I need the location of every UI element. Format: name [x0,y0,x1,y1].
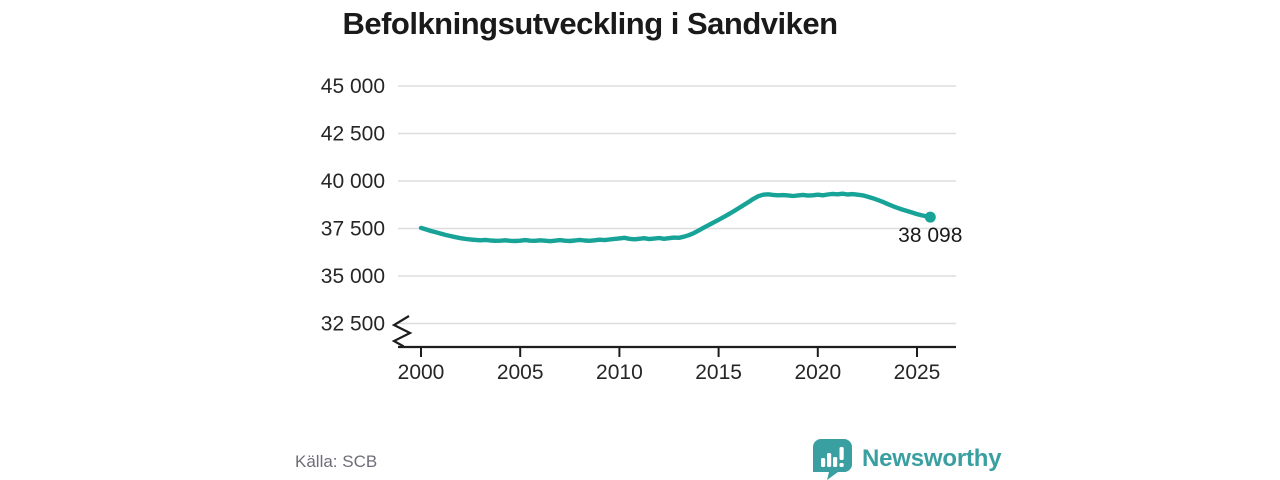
last-value-label: 38 098 [898,224,962,247]
chart-title: Befolkningsutveckling i Sandviken [342,6,838,41]
y-axis-tick-label: 40 000 [321,170,385,193]
newsworthy-logo: Newsworthy [813,438,1002,480]
x-axis-tick-label: 2015 [695,361,742,384]
y-axis-tick-label: 37 500 [321,218,385,241]
brand-name: Newsworthy [862,445,1002,472]
exclamation-bar [839,447,844,460]
exclamation-dot [839,463,844,467]
x-axis-tick-label: 2010 [596,361,643,384]
last-value-marker [924,211,936,223]
x-axis-tick-label: 2025 [894,361,941,384]
bar-3 [833,457,838,467]
x-axis-tick-label: 2000 [398,361,445,384]
y-axis-tick-label: 32 500 [321,313,385,336]
y-axis-break-icon [391,315,413,348]
x-axis-tick-label: 2005 [497,361,544,384]
bar-1 [821,458,826,467]
x-axis-tick-label: 2020 [794,361,841,384]
bar-2 [827,453,832,467]
population-series-line [418,191,933,244]
source-note: Källa: SCB [295,452,378,471]
bubble-tail [814,464,852,480]
y-axis-tick-label: 35 000 [321,265,385,288]
speech-bubble-bar-chart-icon [813,439,852,480]
y-axis-tick-label: 45 000 [321,75,385,98]
y-axis-tick-label: 42 500 [321,123,385,146]
